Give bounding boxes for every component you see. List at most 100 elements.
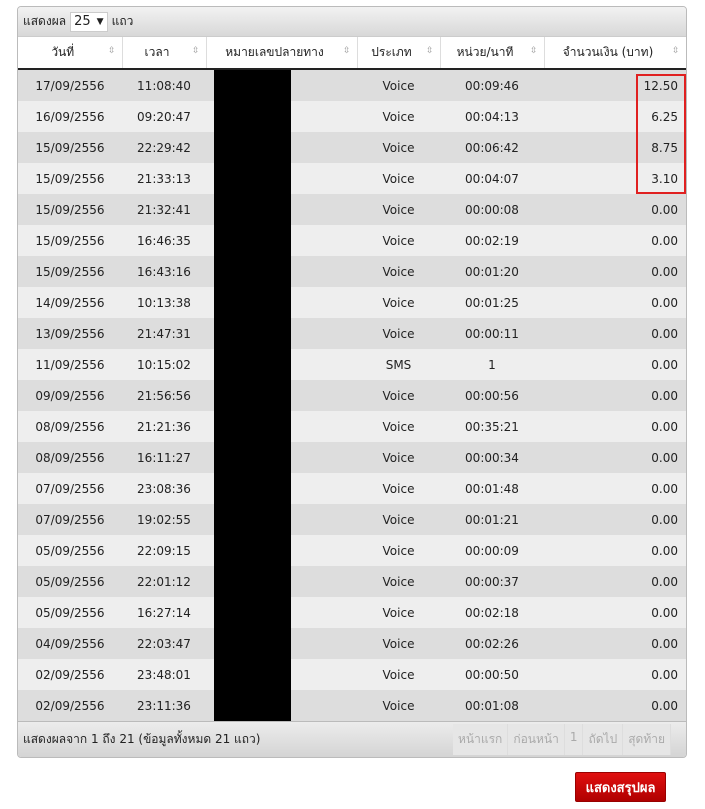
destination-number-cell [206,597,357,628]
type-cell: Voice [357,597,440,628]
table-footer: แสดงผลจาก 1 ถึง 21 (ข้อมูลทั้งหมด 21 แถว… [18,721,686,757]
redacted-block [214,380,291,411]
date-cell: 02/09/2556 [18,690,122,721]
sort-icon: ⇳ [342,46,351,56]
amount-cell: 0.00 [544,504,686,535]
time-cell: 16:43:16 [122,256,206,287]
time-cell: 22:09:15 [122,535,206,566]
type-cell: Voice [357,411,440,442]
type-cell: Voice [357,225,440,256]
amount-cell: 0.00 [544,287,686,318]
time-cell: 21:56:56 [122,380,206,411]
column-header-3[interactable]: ประเภท ⇳ [357,37,441,70]
destination-number-cell [206,442,357,473]
time-cell: 23:11:36 [122,690,206,721]
column-label: เวลา [144,45,170,59]
time-cell: 11:08:40 [122,69,206,101]
amount-cell: 8.75 [544,132,686,163]
redacted-block [214,628,291,659]
units-cell: 00:01:21 [440,504,544,535]
rows-label: แถว [111,14,134,28]
amount-cell: 0.00 [544,256,686,287]
destination-number-cell [206,504,357,535]
table-row: 17/09/2556 11:08:40 Voice 00:09:46 12.50 [18,69,686,101]
time-cell: 10:15:02 [122,349,206,380]
page-size-select[interactable]: 25 ▼ [70,11,108,32]
date-cell: 07/09/2556 [18,504,122,535]
date-cell: 15/09/2556 [18,132,122,163]
destination-number-cell [206,163,357,194]
date-cell: 11/09/2556 [18,349,122,380]
date-cell: 05/09/2556 [18,566,122,597]
type-cell: Voice [357,628,440,659]
table-row: 04/09/2556 22:03:47 Voice 00:02:26 0.00 [18,628,686,659]
redacted-block [214,70,291,101]
units-cell: 00:02:19 [440,225,544,256]
date-cell: 08/09/2556 [18,442,122,473]
redacted-block [214,225,291,256]
column-header-5[interactable]: จำนวนเงิน (บาท) ⇳ [544,37,686,70]
units-cell: 00:00:37 [440,566,544,597]
redacted-block [214,163,291,194]
date-cell: 16/09/2556 [18,101,122,132]
pager-button-1[interactable]: ก่อนหน้า [508,724,565,755]
column-header-2[interactable]: หมายเลขปลายทาง ⇳ [206,37,358,70]
table-row: 13/09/2556 21:47:31 Voice 00:00:11 0.00 [18,318,686,349]
destination-number-cell [206,101,357,132]
pager-button-2[interactable]: 1 [564,724,584,755]
units-cell: 00:00:34 [440,442,544,473]
date-cell: 09/09/2556 [18,380,122,411]
page-size-value: 25 [74,14,91,29]
units-cell: 00:01:25 [440,287,544,318]
destination-number-cell [206,69,357,101]
table-row: 15/09/2556 21:33:13 Voice 00:04:07 3.10 [18,163,686,194]
units-cell: 00:02:18 [440,597,544,628]
table-row: 11/09/2556 10:15:02 SMS 1 0.00 [18,349,686,380]
amount-cell: 0.00 [544,380,686,411]
type-cell: Voice [357,659,440,690]
table-row: 15/09/2556 22:29:42 Voice 00:06:42 8.75 [18,132,686,163]
units-cell: 00:00:56 [440,380,544,411]
table-row: 16/09/2556 09:20:47 Voice 00:04:13 6.25 [18,101,686,132]
sort-icon: ⇳ [529,46,538,56]
time-cell: 22:29:42 [122,132,206,163]
sort-icon: ⇳ [425,46,434,56]
redacted-block [214,566,291,597]
destination-number-cell [206,132,357,163]
destination-number-cell [206,318,357,349]
units-cell: 00:00:08 [440,194,544,225]
date-cell: 17/09/2556 [18,69,122,101]
time-cell: 23:48:01 [122,659,206,690]
redacted-block [214,287,291,318]
type-cell: Voice [357,690,440,721]
type-cell: Voice [357,473,440,504]
show-summary-button[interactable]: แสดงสรุปผล [575,772,666,802]
units-cell: 00:00:11 [440,318,544,349]
amount-cell: 0.00 [544,566,686,597]
pager-button-4[interactable]: สุดท้าย [623,724,671,755]
redacted-block [214,473,291,504]
amount-cell: 0.00 [544,628,686,659]
date-cell: 15/09/2556 [18,256,122,287]
type-cell: Voice [357,318,440,349]
type-cell: SMS [357,349,440,380]
type-cell: Voice [357,256,440,287]
redacted-block [214,504,291,535]
pager-button-0[interactable]: หน้าแรก [453,724,509,755]
redacted-block [214,690,291,721]
amount-cell: 0.00 [544,411,686,442]
column-header-1[interactable]: เวลา ⇳ [122,37,207,70]
pager-button-3[interactable]: ถัดไป [583,724,624,755]
destination-number-cell [206,411,357,442]
show-label: แสดงผล [23,14,67,28]
time-cell: 16:27:14 [122,597,206,628]
destination-number-cell [206,194,357,225]
column-label: วันที่ [51,45,75,59]
time-cell: 21:47:31 [122,318,206,349]
column-header-4[interactable]: หน่วย/นาที ⇳ [440,37,545,70]
column-header-0[interactable]: วันที่ ⇳ [18,37,123,70]
data-table: วันที่ ⇳ เวลา ⇳ หมายเลขปลายทาง ⇳ ประเภท ⇳ หน่วย/… [18,37,686,721]
redacted-block [214,442,291,473]
column-label: จำนวนเงิน (บาท) [562,45,654,59]
amount-cell: 0.00 [544,442,686,473]
